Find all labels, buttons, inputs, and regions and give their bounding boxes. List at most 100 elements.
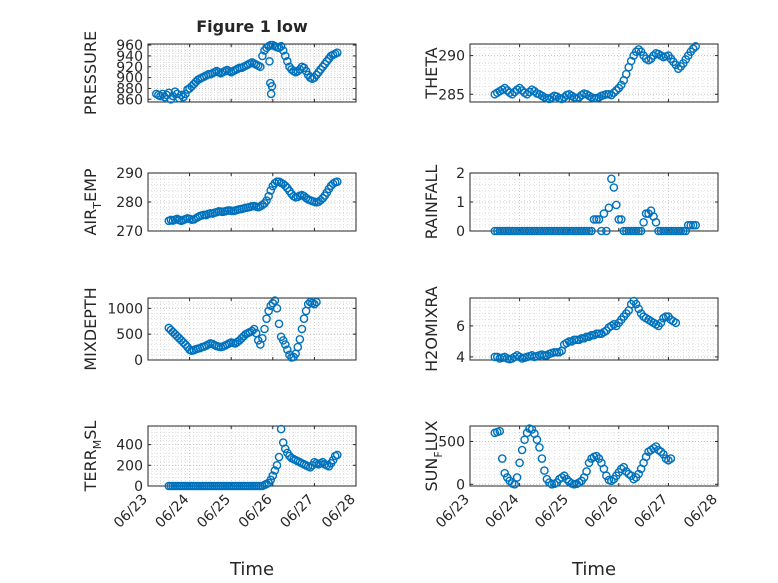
data-point bbox=[691, 220, 700, 230]
data-point bbox=[512, 473, 522, 482]
data-point bbox=[656, 447, 666, 457]
data-point bbox=[299, 314, 309, 323]
data-point bbox=[270, 296, 280, 305]
data-point bbox=[527, 425, 537, 434]
data-point bbox=[515, 458, 524, 468]
data-point bbox=[328, 455, 338, 465]
data-point bbox=[278, 46, 288, 55]
y-tick-label: 200 bbox=[116, 458, 143, 474]
data-point bbox=[332, 177, 342, 186]
data-point bbox=[674, 64, 683, 74]
x-axis-label-right: Time bbox=[571, 559, 616, 580]
y-tick-label: 2 bbox=[456, 166, 465, 182]
y-tick-label: 0 bbox=[456, 477, 465, 493]
data-point bbox=[176, 90, 186, 100]
y-tick-label: 860 bbox=[116, 92, 143, 108]
y-tick-label: 0 bbox=[456, 224, 465, 240]
data-point bbox=[634, 45, 643, 54]
data-point bbox=[280, 51, 290, 61]
data-point bbox=[278, 336, 288, 345]
data-point bbox=[634, 469, 643, 479]
data-point bbox=[332, 450, 342, 460]
data-point bbox=[535, 443, 544, 452]
data-point bbox=[609, 88, 619, 98]
data-point bbox=[283, 345, 292, 354]
data-point bbox=[256, 62, 265, 72]
y-tick-label: 960 bbox=[116, 38, 143, 54]
data-point bbox=[156, 91, 165, 101]
data-point bbox=[303, 299, 313, 309]
data-point bbox=[676, 226, 686, 236]
data-point bbox=[592, 451, 601, 461]
data-point bbox=[264, 191, 273, 201]
data-point bbox=[594, 329, 604, 338]
data-point bbox=[636, 226, 646, 236]
data-point bbox=[619, 462, 629, 472]
data-point bbox=[276, 424, 286, 434]
data-point bbox=[522, 89, 532, 99]
data-point bbox=[666, 454, 676, 463]
data-point bbox=[686, 220, 696, 230]
data-point bbox=[634, 304, 643, 314]
data-point bbox=[312, 297, 321, 307]
data-point bbox=[497, 454, 507, 463]
y-tick-label: 400 bbox=[116, 438, 143, 454]
data-point bbox=[265, 57, 274, 66]
y-axis-label: MIXDEPTH bbox=[81, 287, 100, 370]
data-point bbox=[280, 181, 290, 191]
data-point bbox=[507, 89, 517, 99]
y-tick-label: 500 bbox=[438, 434, 465, 450]
axes-box bbox=[147, 43, 357, 103]
data-point bbox=[318, 193, 328, 203]
data-point bbox=[305, 463, 315, 472]
y-tick-label: 6 bbox=[456, 319, 465, 335]
data-point bbox=[500, 468, 510, 478]
data-point bbox=[612, 200, 621, 210]
data-point bbox=[678, 226, 688, 236]
data-point bbox=[500, 83, 510, 93]
data-point bbox=[515, 83, 524, 93]
data-point bbox=[517, 445, 527, 455]
data-point bbox=[285, 350, 294, 360]
data-point bbox=[584, 226, 594, 236]
data-series bbox=[490, 42, 700, 104]
data-point bbox=[247, 326, 257, 336]
data-point bbox=[616, 215, 626, 224]
data-point bbox=[272, 304, 282, 313]
data-point bbox=[262, 314, 271, 323]
data-point bbox=[631, 226, 641, 236]
data-point bbox=[688, 44, 698, 53]
y-tick-label: 1 bbox=[456, 195, 465, 211]
y-tick-label: 880 bbox=[116, 81, 143, 97]
data-point bbox=[671, 318, 681, 328]
y-tick-label: 280 bbox=[116, 195, 143, 211]
y-tick-label: 4 bbox=[456, 350, 465, 366]
data-point bbox=[607, 90, 616, 100]
y-tick-label: 940 bbox=[116, 49, 143, 65]
plot-area bbox=[148, 44, 356, 102]
data-series bbox=[164, 424, 342, 491]
data-point bbox=[602, 226, 611, 236]
data-series bbox=[164, 296, 321, 362]
data-point bbox=[587, 226, 596, 236]
data-point bbox=[540, 351, 549, 360]
data-point bbox=[270, 466, 280, 475]
data-point bbox=[253, 336, 263, 345]
data-point bbox=[552, 347, 562, 357]
data-point bbox=[589, 93, 599, 103]
data-series bbox=[490, 296, 681, 364]
y-tick-label: 0 bbox=[134, 353, 143, 369]
data-point bbox=[274, 319, 284, 329]
y-tick-label: 285 bbox=[438, 87, 465, 103]
data-point bbox=[639, 217, 648, 227]
data-point bbox=[607, 174, 616, 184]
axes-box bbox=[469, 425, 719, 487]
data-point bbox=[266, 186, 276, 195]
data-point bbox=[589, 215, 599, 224]
data-point bbox=[582, 226, 591, 236]
data-point bbox=[634, 226, 643, 236]
data-point bbox=[332, 48, 342, 57]
